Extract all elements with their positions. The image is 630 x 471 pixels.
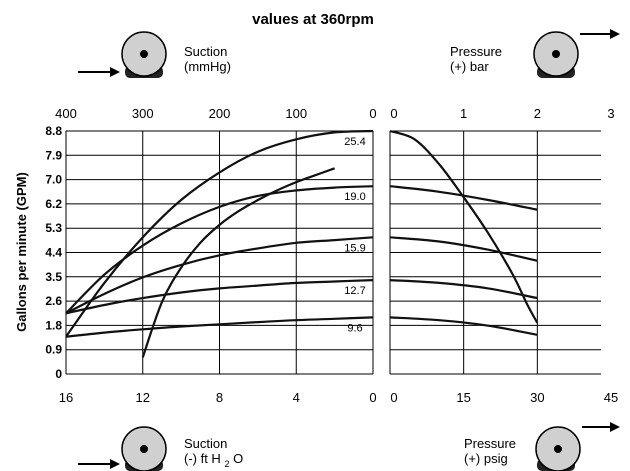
x-tick-label-bottom: 12 — [136, 390, 150, 405]
flow-arrow-head — [610, 422, 620, 432]
pump-icon-pressure-bottom — [535, 422, 620, 471]
suction-fth2o-label-line-2: (-) ft H — [184, 451, 221, 466]
suction-mmhg-label: Suction (mmHg) — [184, 44, 231, 74]
x-tick-label-top: 300 — [132, 106, 154, 121]
y-tick-label: 0 — [55, 367, 62, 381]
pressure-psig-label: Pressure (+) psig — [464, 436, 520, 466]
x-tick-label-top: 100 — [285, 106, 307, 121]
y-tick-label: 5.3 — [45, 221, 62, 235]
x-tick-label-bottom: 16 — [59, 390, 73, 405]
x-tick-label-top: 400 — [55, 106, 77, 121]
y-tick-label: 0.9 — [45, 343, 62, 357]
suction-curve — [141, 167, 335, 358]
chart-title: values at 360rpm — [252, 11, 374, 28]
pump-hub — [140, 50, 148, 58]
pressure-bar-label: Pressure (+) bar — [450, 44, 506, 74]
x-tick-label-bottom: 15 — [456, 390, 470, 405]
x-tick-label-bottom: 45 — [604, 390, 618, 405]
curve-label: 12.7 — [344, 285, 365, 297]
pressure-curve — [389, 279, 538, 300]
suction-mmhg-label-line-2: (mmHg) — [184, 59, 231, 74]
x-tick-label-bottom: 0 — [390, 390, 397, 405]
x-tick-label-top: 1 — [460, 106, 467, 121]
y-tick-label: 8.8 — [45, 124, 62, 138]
suction-curve — [65, 316, 374, 338]
suction-fth2o-label-line-1: Suction — [184, 436, 227, 451]
suction-curve — [65, 129, 374, 338]
pressure-psig-label-line-2: (+) psig — [464, 451, 508, 466]
pressure-curve — [389, 236, 538, 262]
pressure-bar-label-line-1: Pressure — [450, 44, 502, 59]
curve-label: 19.0 — [344, 191, 365, 203]
flow-arrow-head — [610, 29, 620, 39]
pump-hub — [552, 50, 560, 58]
flow-arrow-head — [110, 459, 120, 469]
x-tick-label-top: 0 — [390, 106, 397, 121]
x-tick-label-top: 200 — [209, 106, 231, 121]
y-tick-label: 6.2 — [45, 197, 62, 211]
y-tick-label: 1.8 — [45, 318, 62, 332]
pressure-curve — [389, 316, 538, 336]
y-tick-label: 2.6 — [45, 294, 62, 308]
pump-hub — [554, 445, 562, 453]
x-tick-label-top: 2 — [534, 106, 541, 121]
flow-arrow-head — [110, 67, 120, 77]
x-tick-label-bottom: 30 — [530, 390, 544, 405]
x-tick-label-bottom: 8 — [216, 390, 223, 405]
pump-icon-suction-top — [78, 31, 167, 78]
curve-label: 25.4 — [344, 136, 365, 148]
pressure-curve — [389, 185, 538, 211]
pressure-psig-label-line-1: Pressure — [464, 436, 516, 451]
pressure-curve — [389, 129, 539, 324]
suction-fth2o-label: Suction (-) ft H 2 O — [184, 436, 243, 470]
x-tick-label-top: 0 — [369, 106, 376, 121]
suction-curve — [65, 279, 374, 315]
y-tick-label: 3.5 — [45, 270, 62, 284]
y-tick-label: 7.0 — [45, 173, 62, 187]
x-tick-label-bottom: 0 — [369, 390, 376, 405]
suction-mmhg-label-line-1: Suction — [184, 44, 227, 59]
pump-icon-suction-bottom — [78, 426, 167, 471]
y-axis-label: Gallons per minute (GPM) — [14, 172, 29, 332]
x-tick-label-bottom: 4 — [293, 390, 300, 405]
suction-curve — [65, 185, 374, 315]
curve-label: 15.9 — [344, 242, 365, 254]
pressure-bar-label-line-2: (+) bar — [450, 59, 489, 74]
pump-icon-pressure-top — [533, 29, 620, 78]
y-tick-label: 4.4 — [45, 246, 62, 260]
curve-label: 9.6 — [347, 322, 362, 334]
x-tick-label-top: 3 — [607, 106, 614, 121]
suction-fth2o-sub: 2 — [224, 459, 229, 469]
suction-curve — [65, 236, 374, 315]
suction-fth2o-tail: O — [233, 451, 243, 466]
y-tick-label: 7.9 — [45, 148, 62, 162]
pump-hub — [140, 445, 148, 453]
